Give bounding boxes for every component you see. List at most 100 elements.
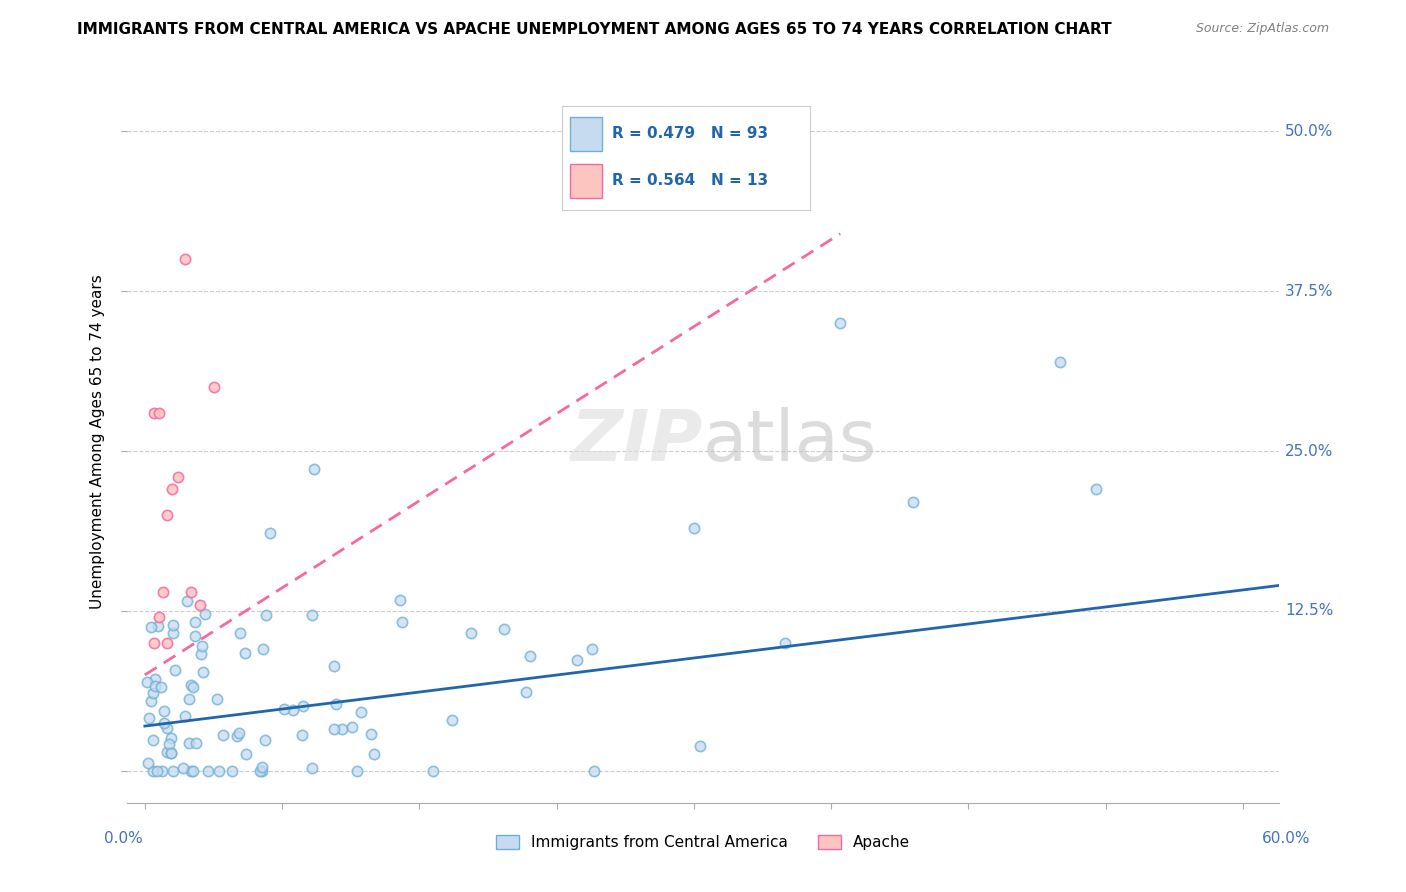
Point (301, 762, 323, 776)
Point (190, 639, 212, 653)
Point (145, 764, 167, 778)
Point (159, 731, 181, 745)
Point (689, 739, 711, 753)
Text: 0.0%: 0.0% (104, 831, 143, 846)
Point (153, 716, 176, 731)
Point (346, 764, 368, 778)
Point (1049, 354, 1071, 368)
Point (156, 636, 179, 650)
Point (184, 615, 207, 629)
Point (249, 764, 271, 778)
Point (188, 598, 211, 612)
Point (515, 685, 537, 699)
Text: 37.5%: 37.5% (1285, 284, 1334, 299)
Text: 60.0%: 60.0% (1263, 831, 1310, 846)
Point (148, 610, 170, 624)
Point (519, 649, 541, 664)
Point (350, 705, 373, 719)
Point (177, 691, 200, 706)
Text: IMMIGRANTS FROM CENTRAL AMERICA VS APACHE UNEMPLOYMENT AMONG AGES 65 TO 74 YEARS: IMMIGRANTS FROM CENTRAL AMERICA VS APACH… (77, 22, 1112, 37)
Point (150, 764, 173, 778)
Point (250, 760, 273, 774)
Y-axis label: Unemployment Among Ages 65 to 74 years: Unemployment Among Ages 65 to 74 years (90, 274, 105, 609)
Point (186, 736, 208, 750)
Point (155, 745, 177, 759)
Point (342, 720, 364, 734)
Point (153, 705, 176, 719)
Point (138, 711, 160, 725)
Point (281, 703, 304, 717)
Point (322, 722, 344, 736)
Point (193, 665, 215, 679)
Point (141, 764, 163, 778)
Point (581, 642, 603, 657)
Point (830, 316, 852, 330)
Point (775, 636, 797, 650)
Point (181, 764, 204, 778)
Point (252, 641, 274, 656)
Point (148, 406, 170, 420)
Point (565, 653, 588, 667)
Point (181, 680, 204, 694)
Text: 25.0%: 25.0% (1285, 443, 1334, 458)
Point (162, 764, 184, 778)
Point (157, 737, 180, 751)
Point (180, 678, 202, 692)
Point (330, 722, 353, 736)
Point (160, 746, 183, 760)
Point (207, 692, 229, 706)
Point (143, 679, 166, 693)
Point (142, 732, 165, 747)
Point (422, 764, 444, 778)
Point (208, 764, 231, 778)
Point (360, 727, 382, 741)
Point (174, 709, 197, 723)
Point (142, 686, 165, 700)
Point (228, 726, 250, 740)
Point (202, 380, 225, 394)
Point (391, 615, 413, 629)
Point (194, 607, 217, 621)
Point (152, 584, 174, 599)
Point (177, 735, 200, 749)
Point (149, 680, 172, 694)
Point (162, 626, 184, 640)
Point (1085, 483, 1108, 497)
Point (143, 672, 166, 686)
Point (211, 728, 233, 742)
Point (155, 721, 177, 735)
Point (254, 608, 277, 623)
Point (184, 629, 207, 643)
Point (226, 729, 249, 743)
Point (159, 746, 181, 760)
Point (682, 521, 704, 535)
Text: 12.5%: 12.5% (1285, 604, 1334, 618)
Point (136, 756, 159, 771)
Point (190, 648, 212, 662)
Text: atlas: atlas (703, 407, 877, 476)
Text: ZIP: ZIP (571, 407, 703, 476)
Point (903, 495, 925, 509)
Point (166, 469, 188, 483)
Point (582, 764, 605, 778)
Point (146, 619, 169, 633)
Text: Source: ZipAtlas.com: Source: ZipAtlas.com (1195, 22, 1329, 36)
Point (180, 584, 202, 599)
Point (180, 764, 202, 778)
Point (253, 732, 276, 747)
Point (325, 697, 347, 711)
Point (143, 406, 166, 420)
Point (139, 694, 162, 708)
Point (221, 764, 243, 778)
Text: 50.0%: 50.0% (1285, 124, 1334, 139)
Point (143, 636, 166, 650)
Point (291, 728, 314, 742)
Point (229, 626, 252, 640)
Point (273, 702, 295, 716)
Point (259, 525, 281, 540)
Legend: Immigrants from Central America, Apache: Immigrants from Central America, Apache (489, 830, 917, 856)
Point (233, 646, 256, 660)
Point (139, 619, 162, 633)
Point (235, 747, 257, 762)
Point (162, 483, 184, 497)
